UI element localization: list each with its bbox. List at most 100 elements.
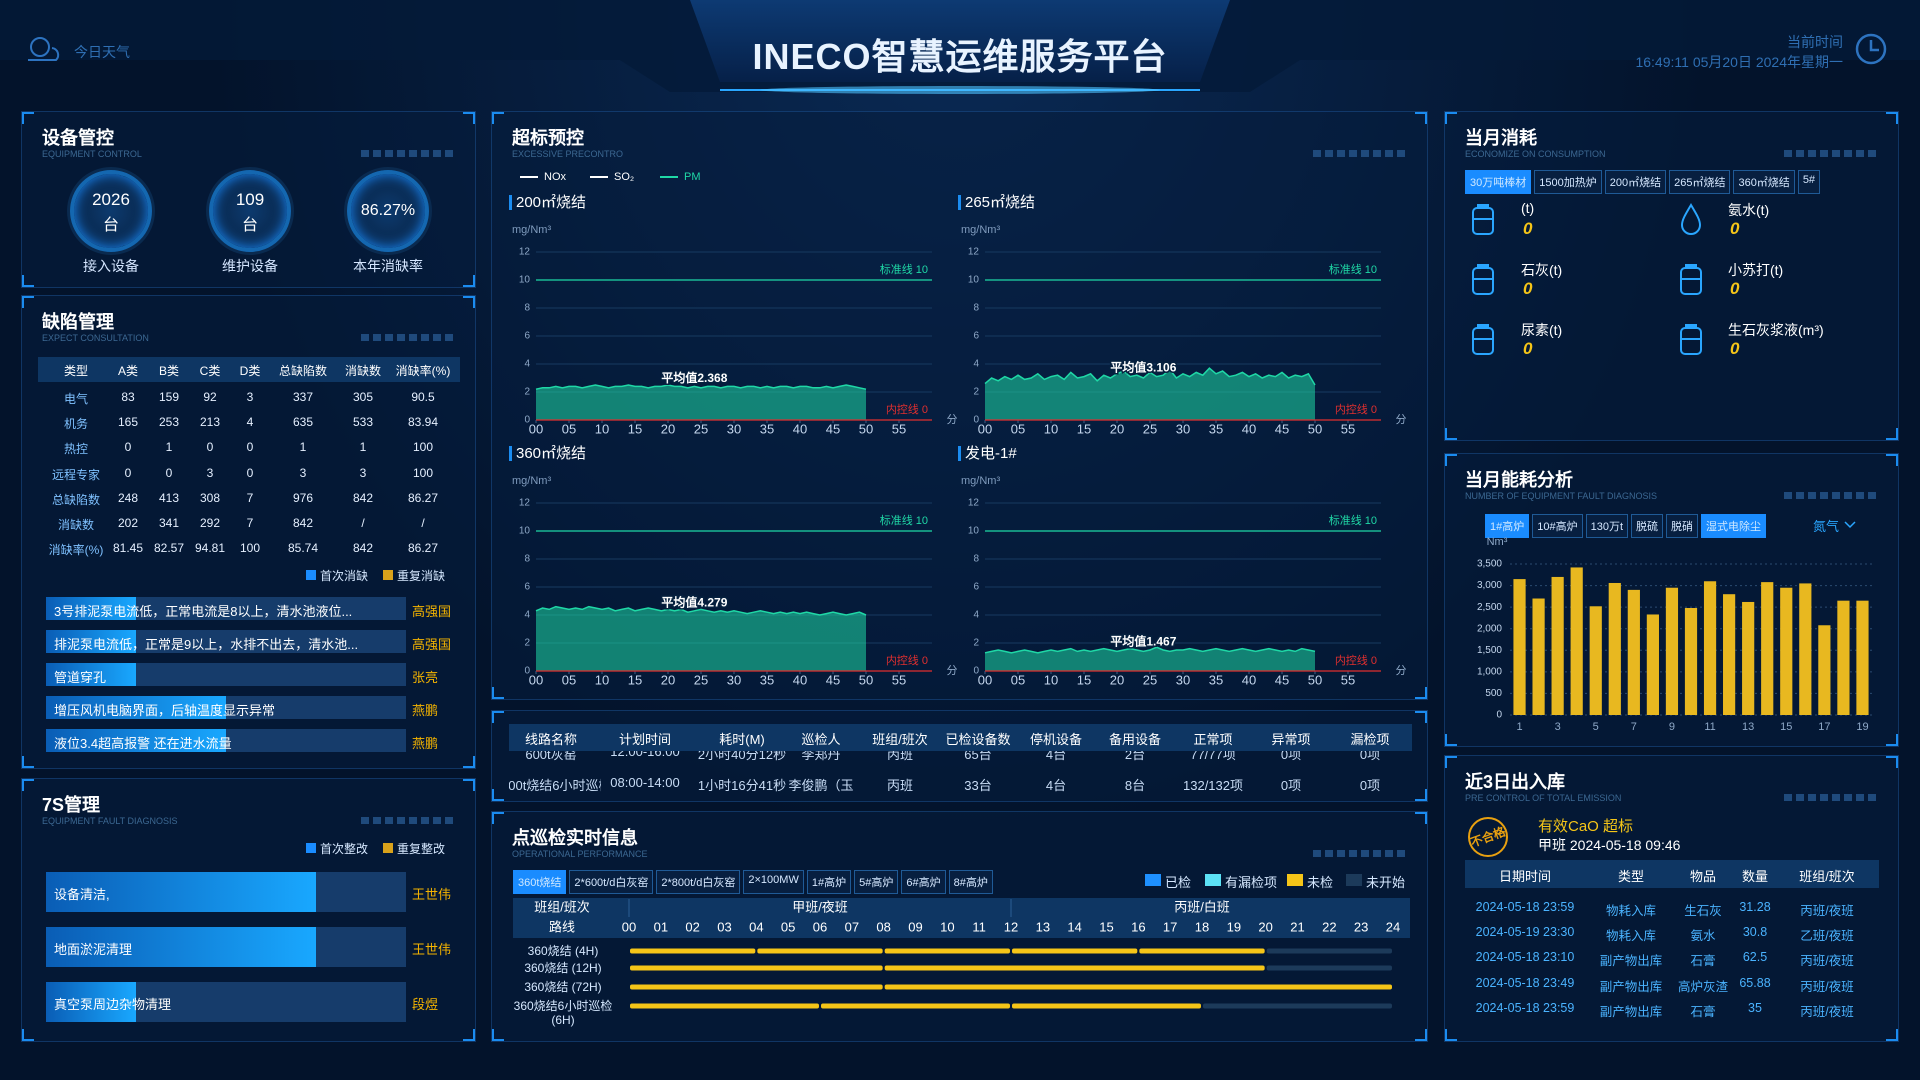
y-tick-label: 10 xyxy=(968,275,980,286)
table-cell: 81.45 xyxy=(112,541,144,556)
tab[interactable]: 脱硝 xyxy=(1666,514,1699,538)
reference-label: 标准线 10 xyxy=(880,262,928,276)
assignee: 张亮 xyxy=(412,669,439,685)
assignee: 燕鹏 xyxy=(412,702,439,718)
y-tick-label: 8 xyxy=(973,554,979,565)
y-tick-label: 8 xyxy=(973,303,979,314)
x-tick-label: 01 xyxy=(654,919,668,934)
header-bg xyxy=(513,898,1410,938)
tab[interactable]: 1#高炉 xyxy=(1485,514,1530,538)
tab[interactable]: 1#高炉 xyxy=(806,870,852,894)
x-tick-label: 10 xyxy=(595,672,609,687)
tab[interactable]: 5#高炉 xyxy=(854,870,899,894)
tab[interactable]: 265㎡烧结 xyxy=(1669,170,1731,194)
tab[interactable]: 360㎡烧结 xyxy=(1733,170,1795,194)
y-tick-label: 2 xyxy=(973,387,979,398)
table-header: 类型 xyxy=(63,364,88,378)
panel-title: 超标预控 xyxy=(512,128,584,148)
y-tick-label: 4 xyxy=(973,359,979,370)
y-tick-label: 0 xyxy=(973,415,979,426)
x-tick-label: 00 xyxy=(622,919,636,934)
dropdown[interactable]: 氮气 xyxy=(1813,519,1840,534)
tab[interactable]: 30万吨棒材 xyxy=(1465,170,1532,194)
tab[interactable]: 2*800t/d白灰窑 xyxy=(656,870,741,894)
x-tick-label: 50 xyxy=(859,672,873,687)
item-value: 0 xyxy=(1523,339,1533,358)
table-header-bg xyxy=(38,357,460,382)
icon-shape xyxy=(1685,324,1697,328)
table-cell: 石膏 xyxy=(1690,954,1716,969)
tab[interactable]: 5# xyxy=(1797,170,1821,194)
gauge-unit: 台 xyxy=(241,217,258,234)
tab[interactable]: 1500加热炉 xyxy=(1534,170,1602,194)
x-tick-label: 16 xyxy=(1131,919,1145,934)
x-tick-label: 19 xyxy=(1227,919,1241,934)
tab[interactable]: 2*600t/d白灰窑 xyxy=(569,870,654,894)
table-cell: 热控 xyxy=(63,442,88,457)
table-cell: 物耗入库 xyxy=(1605,904,1656,918)
table-header: B类 xyxy=(158,364,179,378)
tab[interactable]: 2×100MW xyxy=(743,870,804,894)
panel-title: 当月消耗 xyxy=(1465,128,1537,148)
item-text: 真空泵周边杂物清理 xyxy=(54,997,172,1012)
table-header: C类 xyxy=(199,364,221,378)
x-tick-label: 05 xyxy=(1011,421,1025,436)
table-cell: 86.27 xyxy=(407,490,439,505)
gauge-label: 维护设备 xyxy=(222,258,278,274)
table-cell: 副产物出库 xyxy=(1599,954,1663,969)
table-cell: 3 xyxy=(359,465,367,480)
tab[interactable]: 200㎡烧结 xyxy=(1604,170,1667,194)
table-cell: 635 xyxy=(292,415,314,430)
group-label: 甲班/夜班 xyxy=(792,899,848,914)
decor xyxy=(361,150,457,157)
x-tick-label: 25 xyxy=(1143,421,1157,436)
table-cell: 248 xyxy=(117,490,139,505)
area-fill xyxy=(985,368,1315,420)
chart-title: 265㎡烧结 xyxy=(965,194,1035,211)
title-marker xyxy=(509,195,512,210)
icon-shape xyxy=(1477,264,1489,268)
table-cell: / xyxy=(421,516,425,530)
y-tick-label: 1,500 xyxy=(1477,645,1502,656)
x-tick-label: 10 xyxy=(940,919,954,934)
x-tick-label: 19 xyxy=(1856,721,1868,733)
tab[interactable]: 360t烧结 xyxy=(513,870,567,894)
x-tick-label: 11 xyxy=(972,919,986,934)
table-cell: 292 xyxy=(199,516,221,530)
x-tick-label: 12 xyxy=(1004,919,1018,934)
table-cell: 0项 xyxy=(1359,778,1381,793)
table-cell: 丙班 xyxy=(886,778,913,793)
tab[interactable]: 10#高炉 xyxy=(1532,514,1583,538)
panel-title: 设备管控 xyxy=(42,128,114,148)
tab[interactable]: 130万t xyxy=(1585,514,1629,538)
x-tick-label: 06 xyxy=(813,919,827,934)
tab[interactable]: 6#高炉 xyxy=(901,870,946,894)
icon xyxy=(1680,324,1702,355)
assignee: 段煜 xyxy=(412,997,439,1012)
reference-label: 标准线 10 xyxy=(1329,262,1377,276)
gantt-segment xyxy=(630,965,883,971)
table-cell: 2024-05-18 23:59 xyxy=(1475,900,1575,914)
panel-subtitle: EXCESSIVE PRECONTRO xyxy=(512,149,624,159)
decor xyxy=(1784,492,1880,499)
table-header: 备用设备 xyxy=(1108,732,1161,747)
reference-label: 标准线 10 xyxy=(880,513,928,527)
table-header: 日期时间 xyxy=(1498,869,1551,884)
decor xyxy=(1313,150,1409,157)
table-header: 班组/班次 xyxy=(1799,869,1855,884)
legend-label: NOx xyxy=(544,171,567,183)
legend-label: 首次消缺 xyxy=(320,569,369,583)
table-cell: 0 xyxy=(165,465,173,480)
gauge-ring xyxy=(209,170,291,252)
table-cell: 丙班/夜班 xyxy=(1800,979,1854,994)
average-label: 平均值3.106 xyxy=(1110,360,1176,375)
x-tick-label: 24 xyxy=(1386,919,1400,934)
icon xyxy=(1472,264,1494,295)
table-cell: 物耗入库 xyxy=(1605,929,1656,944)
tab[interactable]: 8#高炉 xyxy=(948,870,993,894)
icon xyxy=(1680,203,1702,235)
tab[interactable]: 湿式电除尘 xyxy=(1701,514,1767,538)
table-cell: 341 xyxy=(158,516,180,530)
table-cell: 丙班/夜班 xyxy=(1800,1004,1854,1019)
tab[interactable]: 脱硫 xyxy=(1631,514,1664,538)
